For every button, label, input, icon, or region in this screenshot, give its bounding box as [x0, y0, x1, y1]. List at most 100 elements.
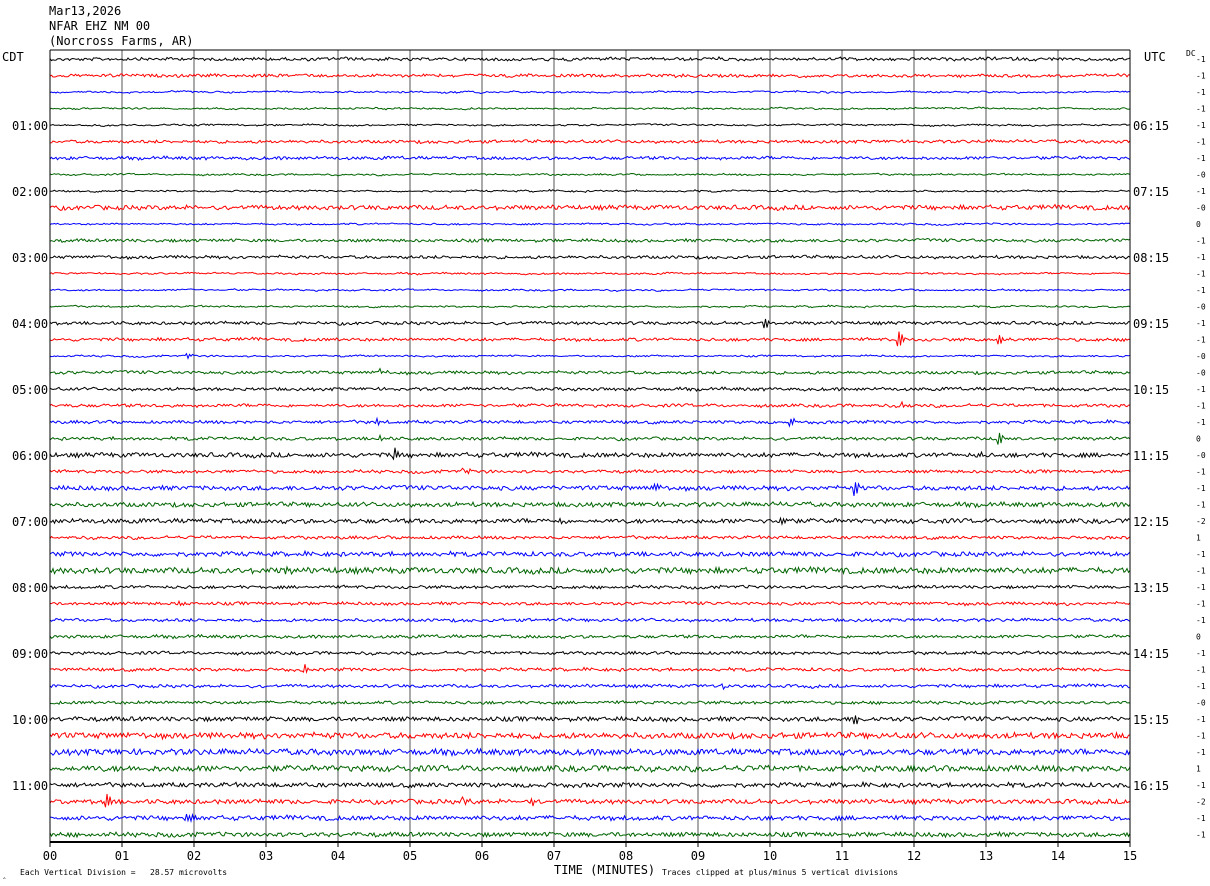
dc-offset-value: -2 — [1196, 517, 1206, 526]
seismic-trace-line — [49, 447, 1131, 461]
x-tick-label: 03 — [259, 849, 273, 863]
dc-offset-value: -1 — [1196, 154, 1206, 163]
dc-offset-value: -1 — [1196, 484, 1206, 493]
seismic-trace-line — [49, 763, 1131, 773]
right-timezone-label: UTC — [1144, 50, 1166, 64]
dc-offset-value: -1 — [1196, 831, 1206, 840]
left-time-label: 08:00 — [12, 581, 48, 595]
seismic-trace-line — [49, 565, 1131, 576]
seismic-trace-line — [49, 138, 1131, 145]
seismic-trace-line — [49, 203, 1131, 212]
seismic-trace-line — [49, 633, 1131, 640]
seismic-trace-line — [49, 73, 1131, 79]
dc-offset-value: -1 — [1196, 270, 1206, 279]
dc-offset-value: -1 — [1196, 237, 1206, 246]
right-time-label: 06:15 — [1133, 119, 1169, 133]
right-time-label: 15:15 — [1133, 713, 1169, 727]
seismic-traces — [49, 55, 1131, 839]
seismic-trace-line — [49, 731, 1131, 741]
dc-offset-value: -1 — [1196, 88, 1206, 97]
seismic-trace-line — [49, 155, 1131, 162]
x-axis-title: TIME (MINUTES) — [554, 863, 656, 877]
dc-offset-value: -1 — [1196, 319, 1206, 328]
seismic-trace-line — [49, 352, 1131, 360]
dc-offset-value: -1 — [1196, 187, 1206, 196]
seismic-trace-line — [49, 715, 1131, 725]
left-time-label: 10:00 — [12, 713, 48, 727]
x-tick-label: 14 — [1051, 849, 1065, 863]
dc-offset-value: 0 — [1196, 633, 1201, 642]
right-time-label: 07:15 — [1133, 185, 1169, 199]
dc-offset-value: -2 — [1196, 798, 1206, 807]
left-time-label: 01:00 — [12, 119, 48, 133]
seismic-trace-line — [49, 416, 1131, 428]
axis-labels: -1 -1 -1 -1 -1 -1 -1 -0 -1 -0 0 -1 -1 -1 -1 -0 -1 -1 -0 -0 -… — [12, 55, 1206, 863]
seismic-trace-line — [49, 584, 1131, 590]
dc-offset-header: DC — [1186, 49, 1196, 58]
plot-frame — [49, 49, 1131, 847]
x-tick-label: 01 — [115, 849, 129, 863]
dc-offset-value: 0 — [1196, 220, 1201, 229]
seismic-trace-line — [49, 400, 1131, 409]
station-location: (Norcross Farms, AR) — [49, 34, 194, 48]
right-time-label: 12:15 — [1133, 515, 1169, 529]
seismic-trace-line — [49, 123, 1131, 128]
dc-offset-value: -0 — [1196, 699, 1206, 708]
dc-offset-value: -1 — [1196, 781, 1206, 790]
left-time-label: 04:00 — [12, 317, 48, 331]
dc-offset-value: -1 — [1196, 253, 1206, 262]
x-tick-label: 12 — [907, 849, 921, 863]
x-tick-label: 08 — [619, 849, 633, 863]
x-tick-label: 00 — [43, 849, 57, 863]
dc-offset-value: -1 — [1196, 55, 1206, 64]
dc-offset-value: -1 — [1196, 121, 1206, 130]
dc-offset-value: -1 — [1196, 550, 1206, 559]
seismic-trace-line — [49, 288, 1131, 293]
dc-offset-value: -1 — [1196, 748, 1206, 757]
x-tick-label: 05 — [403, 849, 417, 863]
right-time-label: 09:15 — [1133, 317, 1169, 331]
seismic-trace-line — [49, 830, 1131, 839]
left-timezone-label: CDT — [2, 50, 24, 64]
seismic-trace-line — [49, 331, 1131, 347]
seismic-trace-line — [49, 237, 1131, 244]
seismic-trace-line — [49, 599, 1131, 607]
dc-offset-value: -1 — [1196, 583, 1206, 592]
dc-offset-value: -1 — [1196, 72, 1206, 81]
dc-offset-value: -1 — [1196, 286, 1206, 295]
dc-offset-value: -1 — [1196, 418, 1206, 427]
x-tick-label: 04 — [331, 849, 345, 863]
x-tick-label: 10 — [763, 849, 777, 863]
dc-offset-value: -1 — [1196, 567, 1206, 576]
seismic-trace-line — [49, 482, 1131, 496]
seismic-trace-line — [49, 271, 1131, 276]
dc-offset-value: -1 — [1196, 402, 1206, 411]
seismic-trace-line — [49, 812, 1131, 824]
x-tick-label: 09 — [691, 849, 705, 863]
minute-grid — [121, 50, 1059, 842]
right-time-label: 16:15 — [1133, 779, 1169, 793]
seismic-trace-line — [49, 699, 1131, 706]
left-time-label: 09:00 — [12, 647, 48, 661]
helicorder-date: Mar13,2026 — [49, 4, 122, 18]
x-tick-label: 07 — [547, 849, 561, 863]
dc-offset-value: -1 — [1196, 715, 1206, 724]
seismic-trace-line — [49, 467, 1131, 475]
seismic-trace-line — [49, 516, 1131, 527]
x-tick-label: 11 — [835, 849, 849, 863]
seismic-trace-line — [49, 222, 1131, 226]
seismic-trace-line — [49, 534, 1131, 541]
dc-offset-value: -1 — [1196, 385, 1206, 394]
seismic-trace-line — [49, 55, 1131, 62]
dc-offset-value: -0 — [1196, 369, 1206, 378]
left-time-label: 03:00 — [12, 251, 48, 265]
x-tick-label: 13 — [979, 849, 993, 863]
left-time-label: 02:00 — [12, 185, 48, 199]
seismic-trace-line — [50, 664, 1131, 675]
x-tick-label: 06 — [475, 849, 489, 863]
seismic-trace-line — [49, 747, 1131, 758]
dc-offset-value: -0 — [1196, 204, 1206, 213]
seismic-trace-line — [49, 367, 1131, 376]
seismic-trace-line — [49, 617, 1131, 623]
